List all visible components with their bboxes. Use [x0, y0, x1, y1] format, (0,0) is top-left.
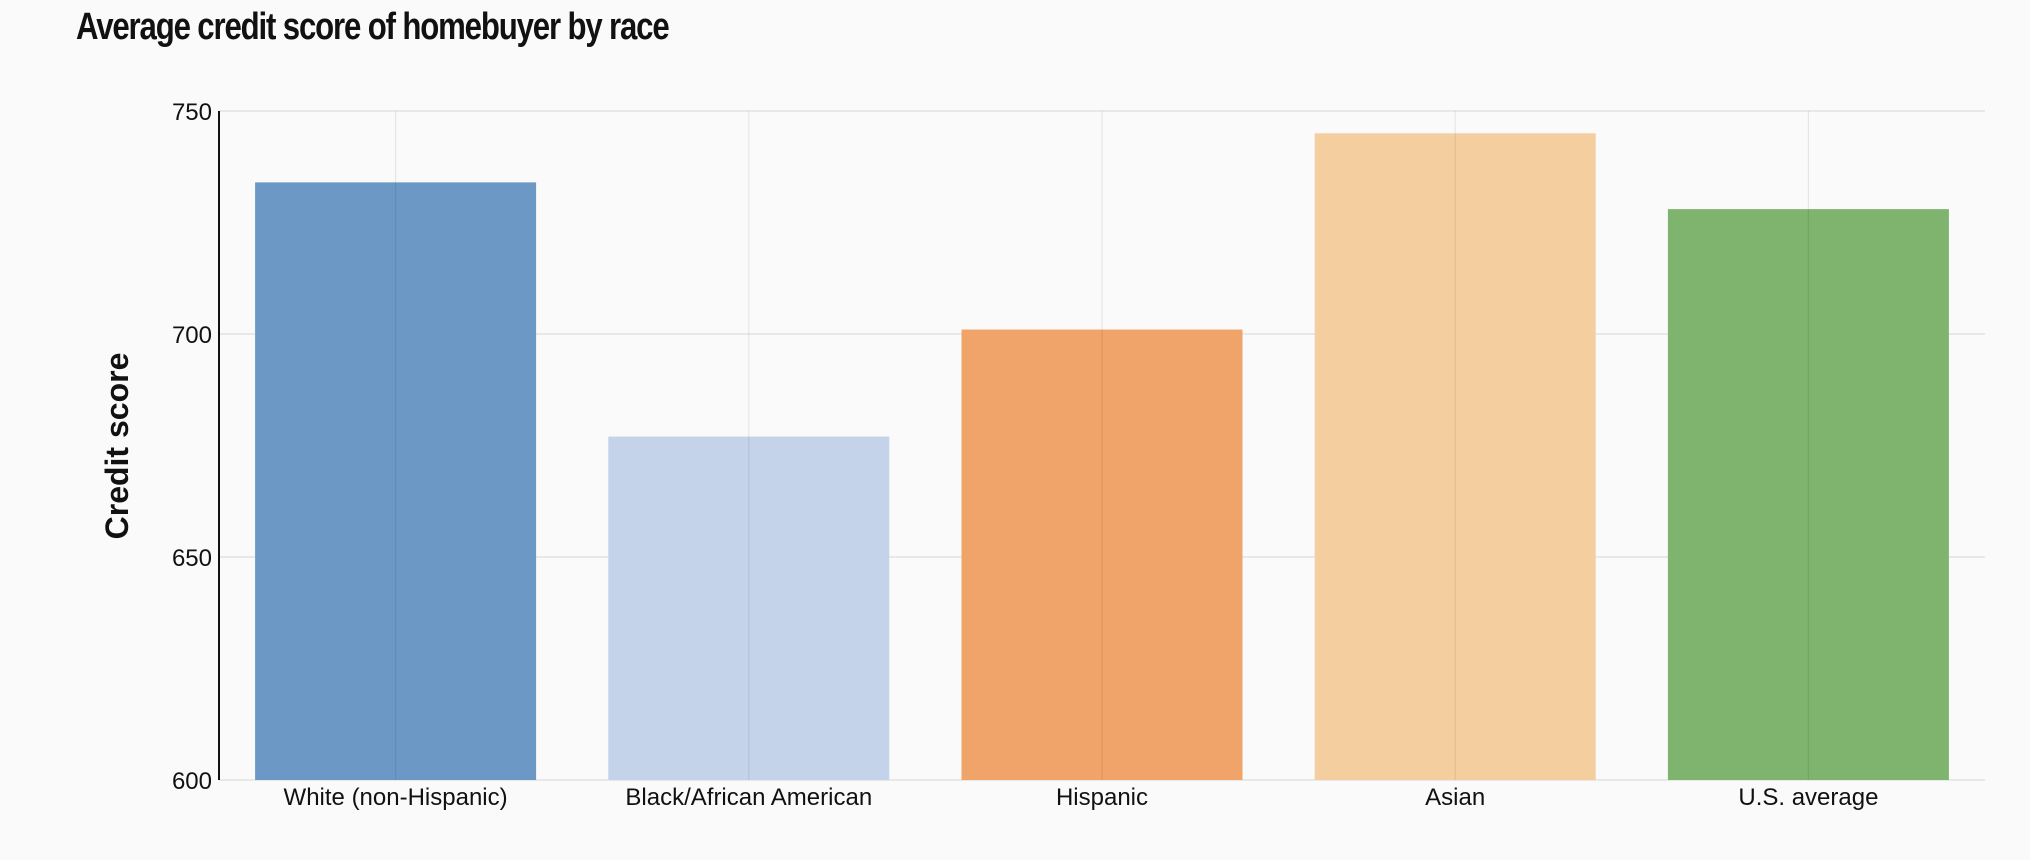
- y-axis-label: Credit score: [99, 353, 135, 540]
- bar: [1667, 209, 1949, 780]
- bar: [608, 436, 890, 780]
- chart-title: Average credit score of homebuyer by rac…: [76, 6, 670, 48]
- vertical-gridlines: [395, 111, 1810, 780]
- x-tick-label: U.S. average: [1738, 784, 1878, 811]
- x-tick-label: Black/African American: [625, 784, 872, 811]
- bar: [255, 182, 537, 781]
- x-tick-label: Hispanic: [1056, 784, 1148, 811]
- bar: [961, 329, 1243, 780]
- x-tick-label: White (non-Hispanic): [284, 784, 508, 811]
- y-tick-label: 650: [172, 545, 212, 572]
- y-tick-labels: 600 650 700 750: [172, 99, 212, 795]
- x-tick-label: Asian: [1425, 784, 1485, 811]
- y-tick-label: 600: [172, 768, 212, 795]
- bars: [255, 133, 1949, 781]
- bar: [1314, 133, 1596, 781]
- x-tick-labels: White (non-Hispanic) Black/African Americ…: [284, 784, 1879, 811]
- y-tick-label: 750: [172, 99, 212, 126]
- y-tick-label: 700: [172, 322, 212, 349]
